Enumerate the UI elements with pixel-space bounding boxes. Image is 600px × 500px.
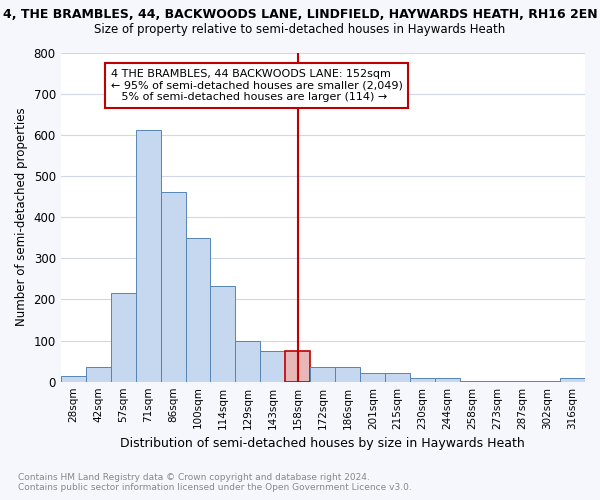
Bar [460, 381, 485, 382]
Bar [560, 378, 585, 382]
Text: 4, THE BRAMBLES, 44, BACKWOODS LANE, LINDFIELD, HAYWARDS HEATH, RH16 2EN: 4, THE BRAMBLES, 44, BACKWOODS LANE, LIN… [2, 8, 598, 20]
X-axis label: Distribution of semi-detached houses by size in Haywards Heath: Distribution of semi-detached houses by … [121, 437, 525, 450]
Bar [510, 381, 535, 382]
Text: Size of property relative to semi-detached houses in Haywards Heath: Size of property relative to semi-detach… [94, 22, 506, 36]
Bar [435, 378, 460, 382]
Bar [385, 372, 410, 382]
Bar [61, 376, 86, 382]
Y-axis label: Number of semi-detached properties: Number of semi-detached properties [15, 108, 28, 326]
Bar [360, 372, 385, 382]
Bar [235, 340, 260, 382]
Text: Contains HM Land Registry data © Crown copyright and database right 2024.
Contai: Contains HM Land Registry data © Crown c… [18, 473, 412, 492]
Bar [335, 368, 360, 382]
Bar [286, 351, 310, 382]
Bar [185, 238, 211, 382]
Bar [86, 368, 110, 382]
Bar [110, 293, 136, 382]
Bar [211, 286, 235, 382]
Bar [161, 192, 185, 382]
Bar [136, 130, 161, 382]
Bar [310, 368, 335, 382]
Bar [260, 351, 286, 382]
Bar [485, 381, 510, 382]
Bar [410, 378, 435, 382]
Text: 4 THE BRAMBLES, 44 BACKWOODS LANE: 152sqm
← 95% of semi-detached houses are smal: 4 THE BRAMBLES, 44 BACKWOODS LANE: 152sq… [110, 69, 403, 102]
